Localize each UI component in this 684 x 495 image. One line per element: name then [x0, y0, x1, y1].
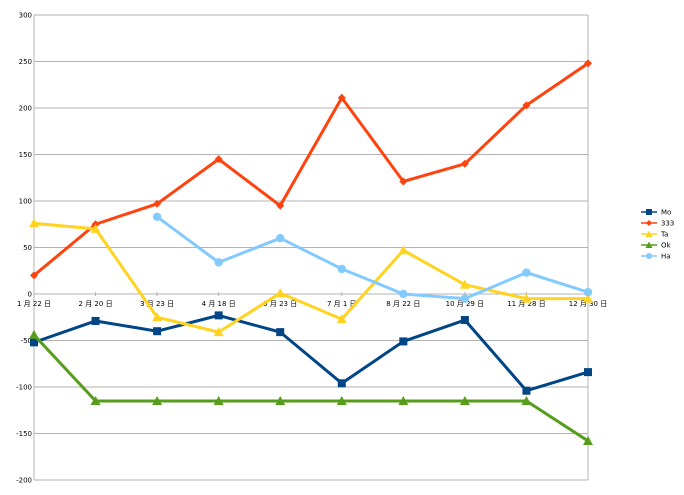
data-point: [522, 386, 531, 395]
x-tick-label: 7 月 1 日: [327, 300, 357, 308]
data-point: [459, 395, 470, 405]
legend-item: Ok: [641, 241, 672, 250]
legend-label: Mo: [661, 209, 671, 217]
legend-marker: [646, 253, 652, 259]
x-tick-label: 4 月 18 日: [202, 300, 236, 308]
data-point: [91, 316, 100, 325]
x-tick-label: 8 月 22 日: [386, 300, 420, 308]
data-point: [213, 395, 224, 405]
data-point: [398, 245, 409, 255]
data-point: [460, 159, 469, 168]
legend-item: Ta: [641, 230, 668, 239]
data-point: [337, 379, 346, 388]
data-point: [276, 328, 285, 337]
data-point: [29, 218, 39, 228]
data-point: [522, 268, 531, 277]
data-point: [336, 395, 347, 405]
data-point: [460, 316, 469, 325]
x-tick-label: 12 月 30 日: [569, 300, 608, 308]
data-point: [30, 271, 38, 280]
legend-label: 333: [661, 220, 674, 228]
data-point: [276, 201, 285, 210]
data-point: [583, 287, 593, 297]
series-ta: [29, 218, 593, 337]
data-point: [90, 223, 101, 233]
legend-marker: [645, 241, 653, 248]
x-tick-label: 3 月 23 日: [140, 300, 174, 308]
y-tick-label: -50: [21, 337, 32, 345]
data-point: [583, 293, 593, 303]
legend-marker: [646, 220, 652, 226]
legend-marker: [645, 230, 653, 237]
legend-item: 333: [641, 220, 674, 228]
y-tick-label: -200: [16, 477, 32, 485]
legend-label: Ok: [661, 242, 672, 250]
data-point: [153, 199, 162, 208]
series-line: [32, 313, 590, 393]
data-point: [337, 93, 346, 102]
data-point: [583, 435, 593, 445]
data-point: [336, 314, 347, 324]
data-point: [152, 395, 163, 405]
series-333: [30, 59, 592, 280]
data-point: [152, 312, 163, 322]
y-tick-label: 200: [19, 105, 32, 113]
data-point: [153, 327, 162, 336]
data-point: [30, 338, 38, 347]
data-point: [584, 368, 592, 377]
series-line: [32, 221, 590, 334]
y-tick-label: 0: [28, 291, 32, 299]
data-point: [275, 395, 286, 405]
legend-label: Ta: [660, 231, 668, 239]
series-line: [32, 61, 590, 277]
gridlines: [34, 14, 588, 481]
data-point: [152, 212, 162, 222]
data-point: [337, 264, 346, 274]
data-point: [398, 395, 409, 405]
legend-label: Ha: [661, 253, 671, 261]
data-point: [459, 279, 470, 289]
data-point: [521, 395, 532, 405]
data-point: [399, 177, 408, 186]
y-tick-label: 100: [19, 198, 32, 206]
series-group: [29, 59, 593, 445]
legend-item: Mo: [641, 209, 671, 217]
series-mo: [30, 311, 592, 395]
legend: Mo 333 Ta Ok Ha: [641, 209, 674, 261]
data-point: [399, 289, 408, 299]
series-ha: [152, 212, 593, 303]
data-point: [522, 101, 531, 110]
y-axis-ticks: 300 250 200 150 100 50 0 -50 -100 -150 -200: [16, 12, 32, 485]
x-tick-label: 11 月 28 日: [507, 300, 546, 308]
data-point: [90, 395, 101, 405]
series-line: [32, 333, 590, 443]
data-point: [275, 288, 286, 298]
data-point: [213, 327, 224, 337]
y-tick-label: -100: [16, 384, 32, 392]
axes: [33, 15, 589, 480]
data-point: [584, 59, 592, 68]
data-point: [521, 293, 532, 303]
data-point: [399, 337, 408, 346]
data-point: [214, 311, 223, 320]
series-ok: [29, 329, 593, 445]
x-tick-label: 10 月 29 日: [446, 300, 485, 308]
data-point: [214, 258, 223, 267]
series-line: [155, 215, 590, 301]
y-tick-label: 50: [23, 244, 32, 252]
legend-item: Ha: [641, 253, 671, 261]
data-point: [29, 329, 39, 339]
data-point: [214, 155, 223, 164]
legend-marker: [646, 209, 652, 215]
y-tick-label: 150: [19, 151, 32, 159]
y-tick-label: -150: [16, 430, 32, 438]
x-tick-label: 5 月 23 日: [263, 300, 297, 308]
y-tick-label: 300: [19, 12, 32, 20]
data-point: [276, 234, 285, 243]
x-tick-label: 2 月 20 日: [79, 300, 113, 308]
y-tick-label: 250: [19, 58, 32, 66]
x-tick-label: 1 月 22 日: [17, 300, 51, 308]
data-point: [460, 294, 470, 303]
